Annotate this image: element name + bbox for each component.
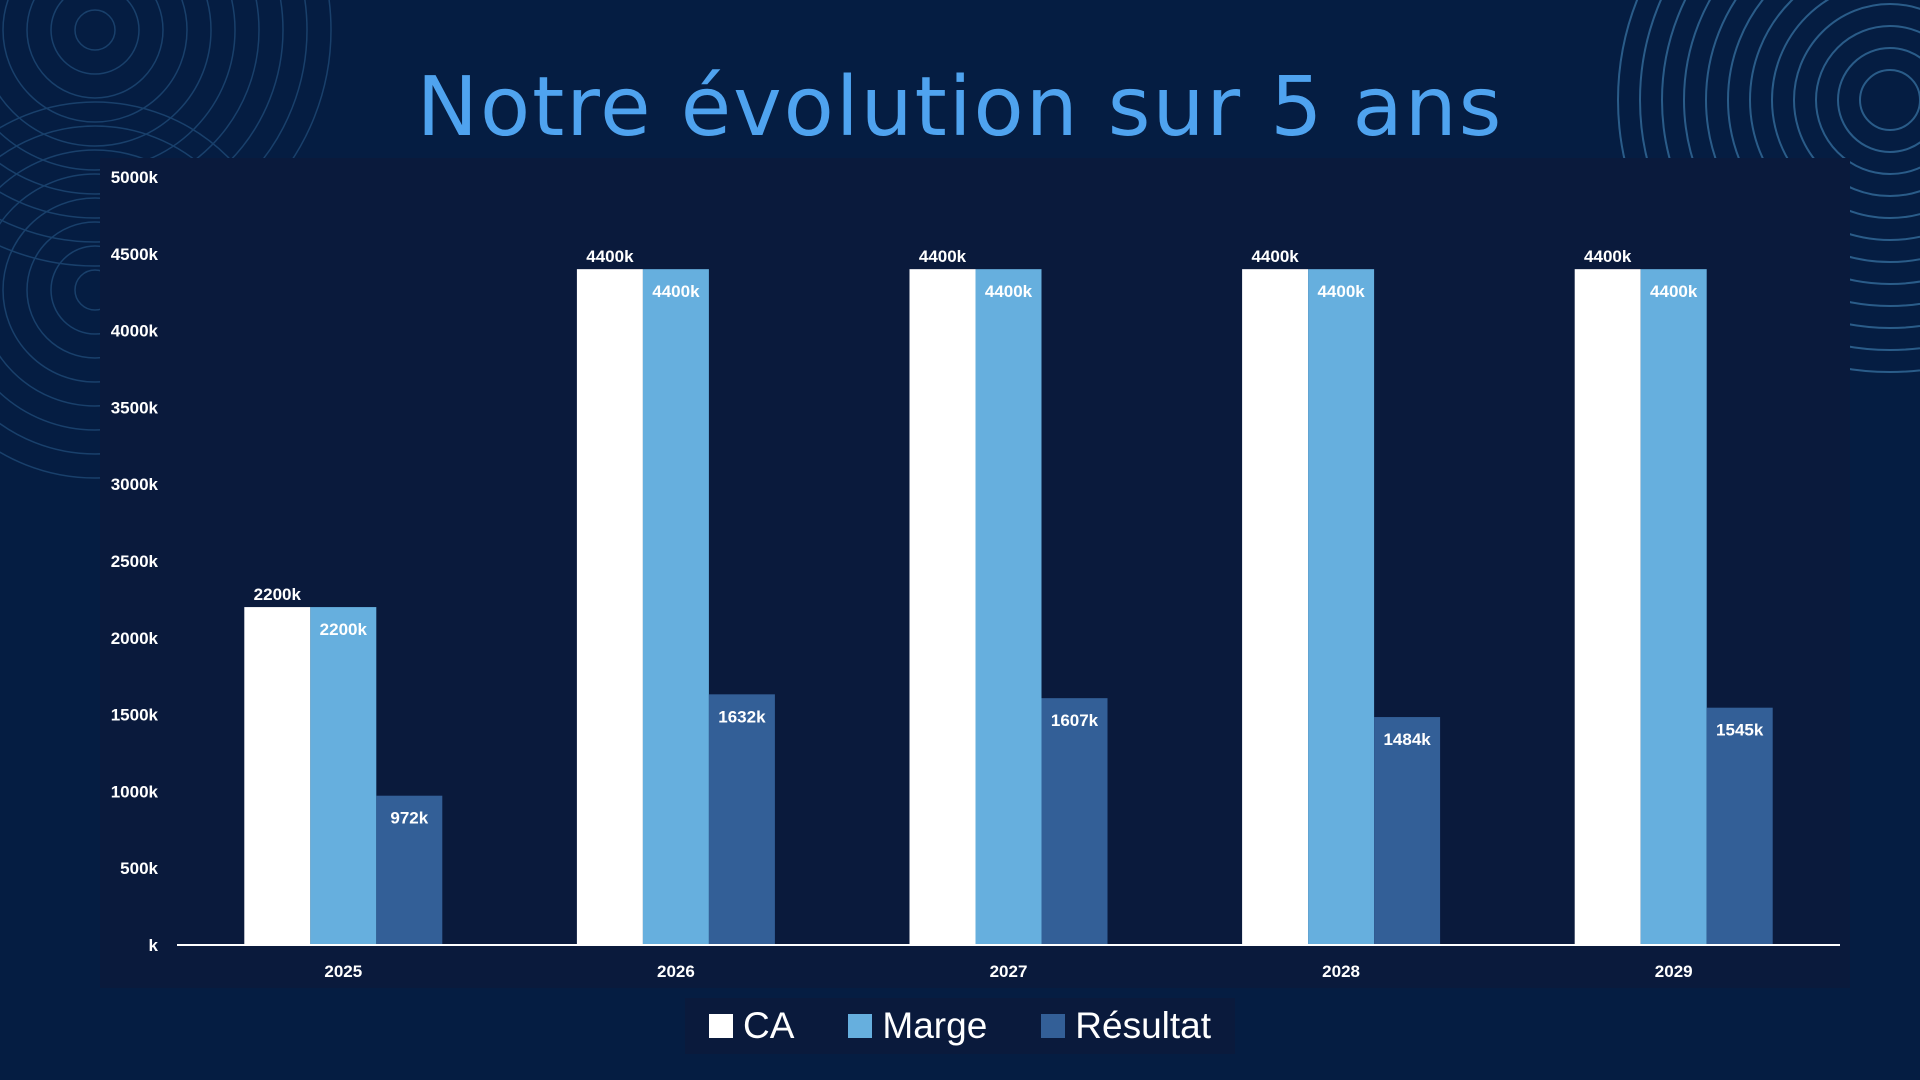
decor-ring [74,9,116,51]
bar-résultat [1706,707,1773,945]
data-label: 1545k [1716,721,1764,740]
decor-ring [0,0,332,267]
x-tick-label: 2025 [324,962,362,981]
chart-legend: CA Marge Résultat [685,998,1235,1054]
decor-ring [0,0,236,171]
x-tick-label: 2027 [990,962,1028,981]
data-label: 1484k [1383,730,1431,749]
decor-ring [1661,0,1920,329]
decor-ring [0,0,260,195]
bar-marge [1308,269,1375,945]
bar-résultat [376,795,443,945]
decor-ring [26,0,164,99]
data-label: 4400k [652,282,700,301]
y-tick-label: 4000k [111,322,159,341]
y-tick-label: 3000k [111,475,159,494]
data-label: 2200k [320,620,368,639]
bar-ca [1242,269,1309,945]
legend-item-ca: CA [708,1005,795,1047]
y-tick-label: 2000k [111,629,159,648]
bar-ca [576,269,643,945]
data-label: 4400k [1317,282,1365,301]
decor-ring [1705,0,1920,285]
decor-ring [1859,69,1920,131]
bar-résultat [1041,698,1108,945]
x-tick-label: 2028 [1322,962,1360,981]
legend-label-resultat: Résultat [1075,1005,1212,1046]
bar-ca [909,269,976,945]
chart-panel: k 500k 1000k 1500k 2000k 2500k 3000k 3500k 4000k… [100,158,1850,988]
y-tick-label: 1500k [111,706,159,725]
data-label: 4400k [586,247,634,266]
data-label: 1632k [718,707,766,726]
data-label: 4400k [1584,247,1632,266]
legend-swatch-marge [848,1014,873,1038]
legend-label-marge: Marge [882,1005,988,1046]
bar-ca [1574,269,1641,945]
decor-ring [1617,0,1920,373]
decor-ring [2,0,188,123]
bar-chart: k 500k 1000k 1500k 2000k 2500k 3000k 3500k 4000k… [111,168,1840,981]
data-label: 972k [390,809,428,828]
decor-ring [0,0,212,147]
bar-résultat [1374,717,1441,945]
bar-marge [642,269,709,945]
y-tick-label: 3500k [111,398,159,417]
decor-ring [1837,47,1920,153]
y-tick-label: 1000k [111,782,159,801]
decor-ring [1771,0,1920,219]
decor-ring [50,0,140,75]
legend-swatch-resultat [1041,1014,1066,1038]
x-tick-label: 2029 [1655,962,1693,981]
decor-ring [0,0,284,219]
data-label: 2200k [254,585,302,604]
data-label: 4400k [919,247,967,266]
y-tick-label: 4500k [111,245,159,264]
legend-label-ca: CA [742,1005,795,1046]
legend-item-marge: Marge [848,1005,987,1047]
y-tick-label: 500k [120,859,158,878]
data-label: 4400k [1251,247,1299,266]
bar-résultat [708,694,775,945]
decor-ring [1683,0,1920,307]
legend-swatch-ca [708,1014,733,1038]
bar-marge [1640,269,1707,945]
decor-ring [1749,0,1920,241]
data-label: 4400k [985,282,1033,301]
y-tick-label: k [149,936,159,955]
legend-item-resultat: Résultat [1041,1005,1211,1047]
decor-ring [1639,0,1920,351]
y-tick-label: 5000k [111,168,159,187]
x-tick-label: 2026 [657,962,695,981]
bar-marge [310,607,377,945]
decor-ring [1793,3,1920,197]
decor-ring [1727,0,1920,263]
data-label: 1607k [1051,711,1099,730]
page-title: Notre évolution sur 5 ans [416,60,1504,155]
y-tick-label: 2500k [111,552,159,571]
decor-ring [1815,25,1920,175]
data-label: 4400k [1650,282,1698,301]
bar-marge [975,269,1042,945]
decor-ring [0,0,308,243]
bar-ca [244,607,311,945]
